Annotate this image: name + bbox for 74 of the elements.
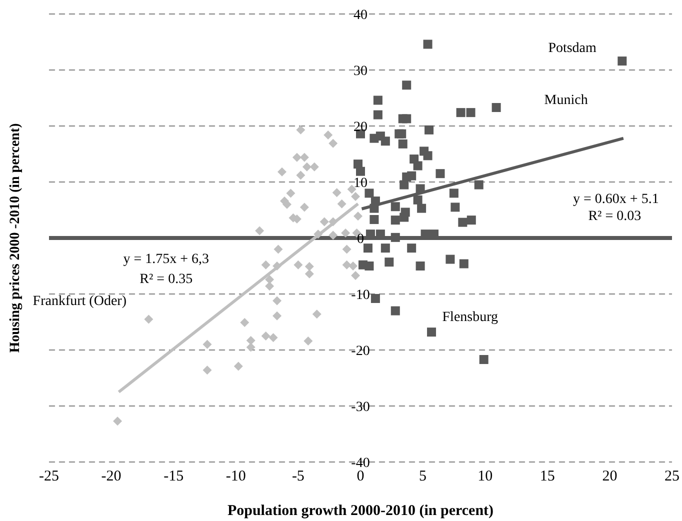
x-tick-label: 5 <box>419 468 427 485</box>
point <box>272 262 282 270</box>
x-tick-label: 20 <box>602 468 618 485</box>
point <box>302 162 312 172</box>
y-tick-label: -20 <box>351 344 370 359</box>
annotation: y = 1.75x + 6,3 <box>123 252 210 268</box>
x-tick-label: 10 <box>478 468 493 485</box>
point <box>320 217 329 226</box>
annotation: Frankfurt (Oder) <box>32 294 127 310</box>
annotation: R² = 0.03 <box>588 209 642 224</box>
point <box>337 199 346 208</box>
y-tick-label: 30 <box>354 64 368 79</box>
point <box>328 230 338 240</box>
point <box>144 314 154 324</box>
point <box>274 244 283 254</box>
point <box>304 336 313 346</box>
point <box>296 170 306 180</box>
point <box>272 296 282 306</box>
point <box>342 260 352 270</box>
point <box>272 311 282 320</box>
point <box>234 362 243 371</box>
point <box>328 138 338 148</box>
point <box>294 260 303 270</box>
point <box>202 340 212 349</box>
point <box>292 152 302 162</box>
x-tick-label: -10 <box>226 468 246 485</box>
y-tick-label: 10 <box>354 176 368 191</box>
annotation: R² = 0.35 <box>140 272 193 287</box>
point <box>347 184 356 194</box>
point <box>314 230 323 239</box>
point <box>300 152 309 162</box>
point <box>261 332 270 340</box>
x-tick-label: -5 <box>292 468 304 485</box>
y-tick-label: 40 <box>354 8 368 23</box>
point <box>286 188 296 198</box>
x-tick-label: -20 <box>101 468 122 485</box>
point <box>255 226 264 236</box>
x-tick-label: -15 <box>164 468 184 485</box>
point <box>341 228 350 238</box>
annotation: Flensburg <box>442 310 498 325</box>
point <box>310 162 319 172</box>
point <box>351 271 360 280</box>
point <box>328 217 338 226</box>
y-axis-title: Housing prices 2000 -2010 (in percent) <box>8 122 23 353</box>
point <box>265 274 274 284</box>
point <box>300 202 309 212</box>
point <box>342 244 352 254</box>
point <box>268 333 278 342</box>
point <box>324 130 333 140</box>
point <box>265 282 274 291</box>
point <box>240 318 250 328</box>
point <box>278 167 286 176</box>
annotation: y = 0.60x + 5.1 <box>573 192 659 208</box>
annotation: Munich <box>544 93 588 108</box>
point <box>202 366 212 375</box>
annotation: Potsdam <box>548 41 597 56</box>
y-tick-label: -40 <box>351 456 370 471</box>
point <box>348 262 358 270</box>
y-tick-label: -30 <box>351 400 370 415</box>
y-tick-label: -10 <box>351 288 370 303</box>
point <box>332 188 342 198</box>
point <box>304 262 314 272</box>
x-tick-label: 25 <box>664 468 680 485</box>
x-axis-title: Population growth 2000-2010 (in percent) <box>227 503 494 519</box>
point <box>354 212 363 221</box>
point <box>304 269 314 278</box>
point <box>312 310 322 319</box>
point <box>296 125 306 134</box>
point <box>261 260 270 270</box>
point <box>246 336 256 345</box>
point <box>113 416 122 426</box>
x-tick-label: -25 <box>39 468 59 485</box>
point <box>351 192 360 202</box>
x-tick-label: 15 <box>540 468 555 485</box>
